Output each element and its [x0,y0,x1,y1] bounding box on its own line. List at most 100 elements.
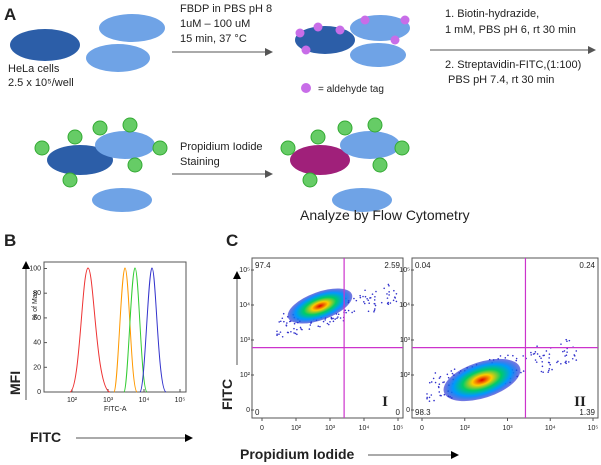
dot [347,309,350,312]
dot [276,330,278,333]
dot [279,331,282,333]
y-tick-label: 10² [400,372,411,379]
dot [281,335,284,338]
dot [540,357,542,360]
dot [565,338,568,341]
dot [392,299,395,302]
dot [285,324,288,327]
dot [522,355,524,357]
dot [389,302,392,304]
dot [504,357,507,359]
dot [293,332,295,334]
dot [327,323,330,326]
dot [434,372,437,374]
dot [386,293,388,295]
dot [339,317,342,319]
dot [286,322,288,324]
dot [279,320,282,323]
dot [548,367,551,370]
dot [446,373,449,376]
dot [388,291,390,293]
dot [564,355,566,357]
y-title: FITC [219,379,235,410]
dot [374,308,376,310]
dot [512,354,514,357]
dot [319,325,321,328]
legend-text: = aldehyde tag [318,84,384,95]
dot [548,361,551,364]
dot [373,310,375,313]
dot [563,350,566,352]
dot [367,299,370,302]
dot [329,321,331,323]
dot [545,350,548,352]
dot [536,345,538,347]
plot-frame [251,257,404,419]
dot [371,293,374,295]
x-tick-label: 10² [291,425,302,432]
dot [388,294,390,296]
cells-group-3 [34,117,168,212]
step-text: 1 mM, PBS pH 6, rt 30 min [445,24,576,36]
dot [534,351,537,353]
x-tick-label: 10⁴ [545,425,556,432]
dot [443,393,446,396]
dot [332,320,335,323]
dot [393,296,396,298]
dot [575,350,578,352]
dot [296,328,298,331]
dot [540,370,543,373]
quadrant-value: 2.59 [384,261,400,270]
x-tick-label: 0 [260,425,264,432]
dot [426,393,428,395]
dot [330,316,333,319]
dot [447,376,450,379]
dot [548,357,550,359]
panel-label: C [226,231,238,250]
dot [344,309,347,312]
dot [276,333,278,335]
dot [386,297,389,299]
x-tick-label: 10³ [502,425,513,432]
dot [364,295,367,298]
dot [283,320,285,323]
y-tick-label: 10³ [400,337,411,344]
panel-label: B [4,231,16,250]
y-tick-label: 0 [406,407,410,414]
dot [288,320,291,323]
dot [542,371,544,374]
x-title: Propidium Iodide [240,446,355,462]
step-text: 2. Streptavidin-FITC,(1:100) [445,59,581,71]
dot [426,396,428,399]
x-tick-label: 10³ [103,397,114,404]
x-tick-label: 10³ [325,425,336,432]
dot [549,363,551,366]
x-tick-label: 10⁴ [139,397,150,404]
y-tick-label: 10³ [240,337,251,344]
y-tick-label: 0 [37,389,41,396]
dot [345,311,347,314]
dot [293,322,296,325]
dot [278,333,280,335]
x-tick-label: 10⁵ [175,397,186,404]
step-text: PBS pH 7.4, rt 30 min [448,74,554,86]
plot-name: I [382,394,388,410]
cells-group-1 [10,14,165,72]
dot [434,381,437,384]
x-tick-label: 10² [460,425,471,432]
dot [438,386,440,389]
dot [432,377,435,380]
dot [536,353,539,355]
dot [433,399,435,402]
dot [395,300,398,303]
dot [336,317,338,320]
dot [538,355,541,358]
dot [439,375,442,378]
dot [359,296,362,299]
dot [453,368,456,370]
dot [565,354,568,356]
dot [367,310,370,313]
dot [442,381,444,384]
dot [294,332,297,335]
y-tick-label: 60 [33,315,41,322]
